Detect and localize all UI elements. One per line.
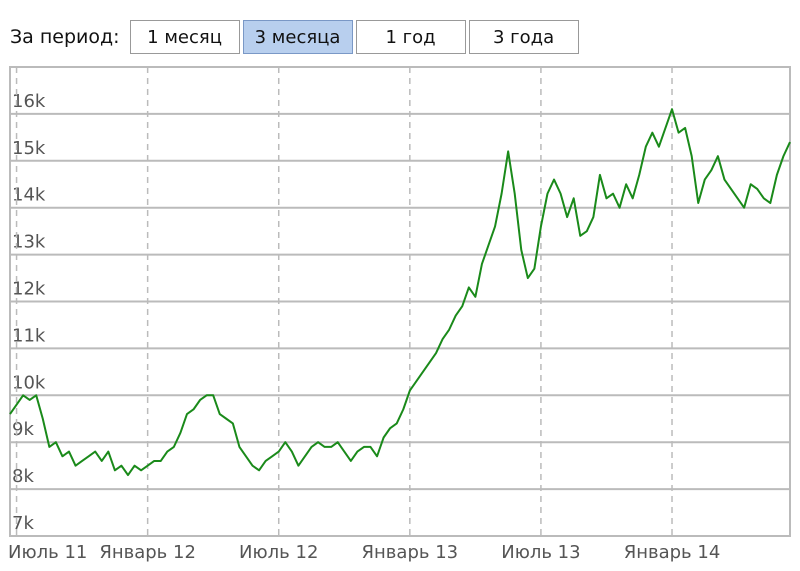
x-tick-label: Январь 12 bbox=[99, 542, 196, 563]
period-bar: За период: 1 месяц 3 месяца 1 год 3 года bbox=[10, 19, 582, 55]
x-tick-label: Июль 11 bbox=[8, 542, 87, 563]
period-button[interactable]: 1 год bbox=[355, 20, 466, 54]
x-tick-label: Январь 14 bbox=[624, 542, 721, 563]
y-tick-label: 8k bbox=[12, 466, 34, 487]
price-line bbox=[9, 108, 791, 477]
y-tick-label: 12k bbox=[12, 279, 46, 300]
x-tick-label: Июль 12 bbox=[239, 542, 318, 563]
period-button[interactable]: 1 месяц bbox=[129, 20, 240, 54]
y-tick-label: 14k bbox=[12, 185, 46, 206]
x-tick-label: Июль 13 bbox=[501, 542, 580, 563]
period-button[interactable]: 3 года bbox=[468, 20, 579, 54]
x-tick-label: Январь 13 bbox=[362, 542, 459, 563]
y-tick-label: 10k bbox=[12, 372, 46, 393]
y-tick-label: 11k bbox=[12, 325, 46, 346]
y-tick-label: 9k bbox=[12, 419, 34, 440]
y-tick-label: 7k bbox=[12, 513, 34, 534]
y-tick-label: 13k bbox=[12, 232, 46, 253]
period-button[interactable]: 3 месяца bbox=[242, 20, 353, 54]
y-tick-label: 16k bbox=[12, 91, 46, 112]
y-tick-label: 15k bbox=[12, 138, 46, 159]
period-label: За период: bbox=[10, 26, 120, 48]
